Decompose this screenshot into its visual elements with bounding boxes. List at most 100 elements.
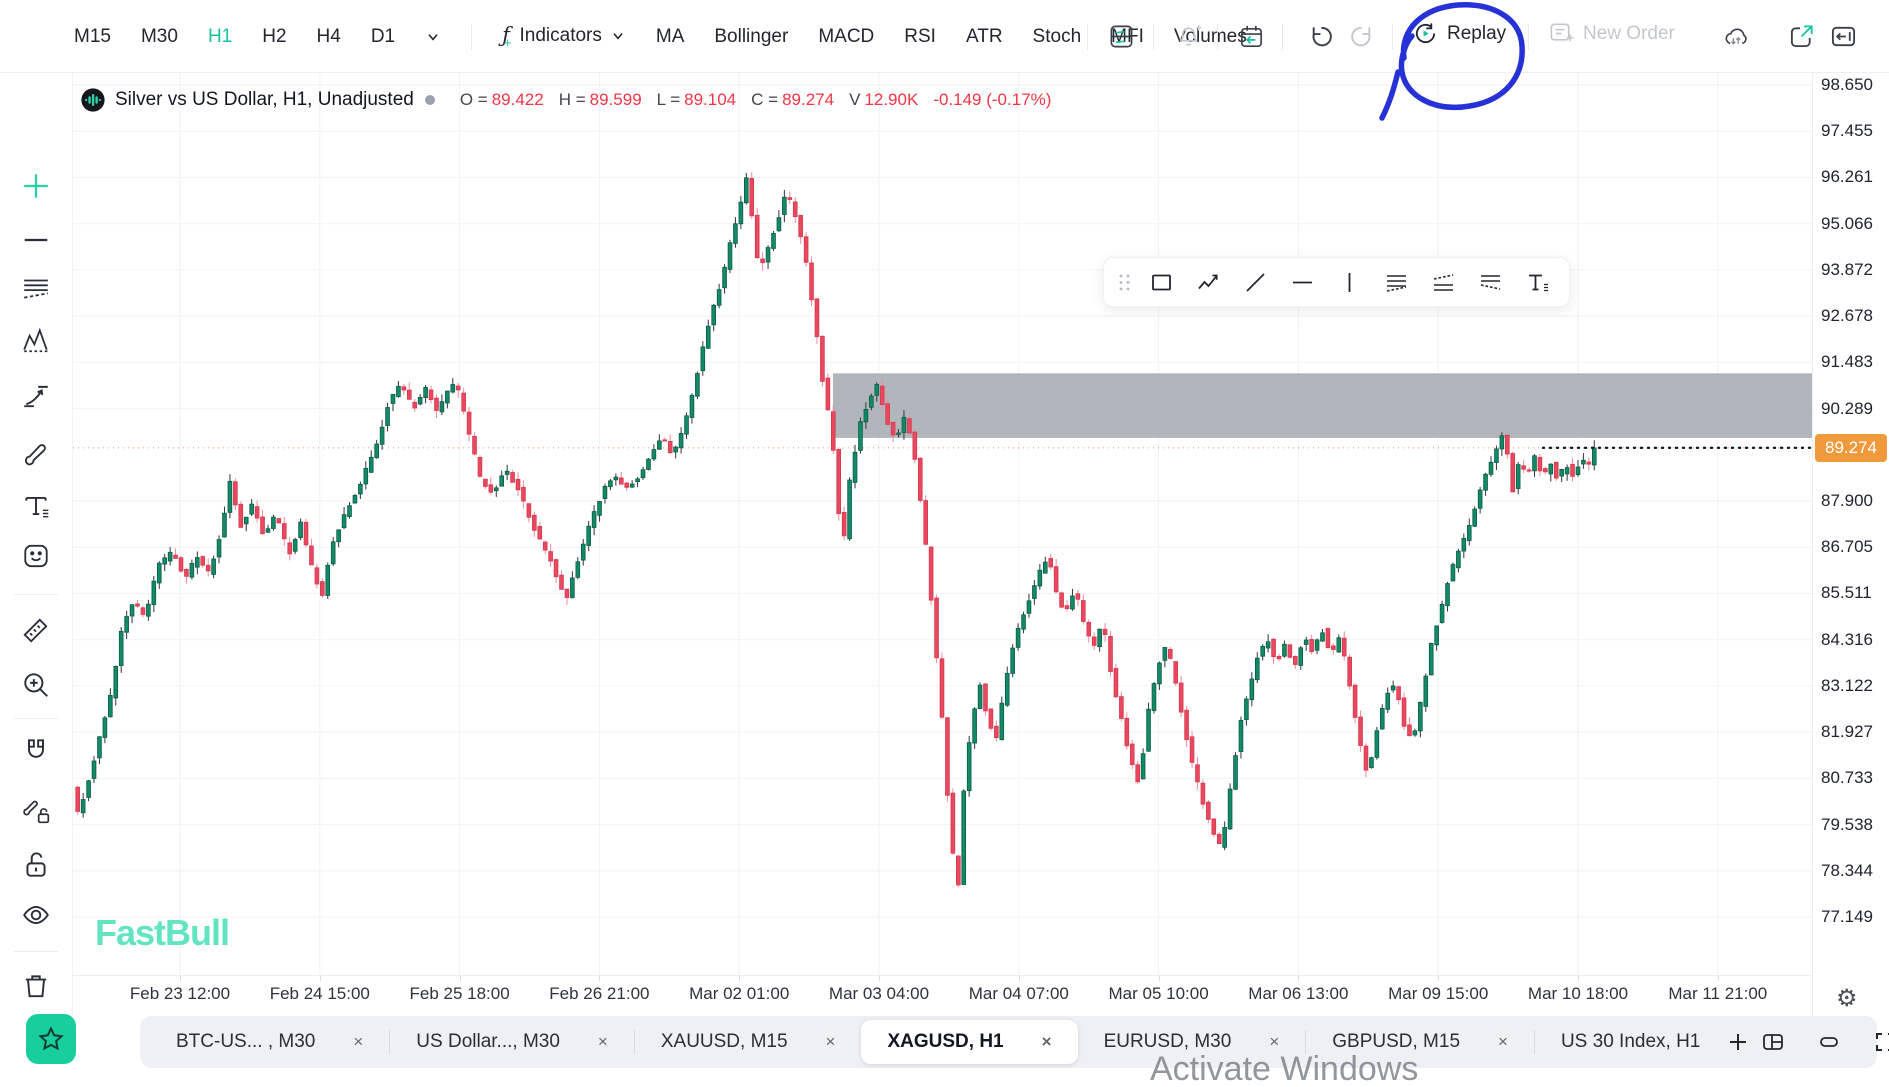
indicators-button[interactable]: ƒ+ Indicators	[502, 23, 626, 50]
time-axis[interactable]: Feb 23 12:00 Feb 24 15:00 Feb 25 18:00 Feb …	[73, 975, 1812, 1015]
layout-template-icon[interactable]	[1108, 23, 1135, 50]
pattern-icon[interactable]	[16, 320, 56, 360]
divider	[14, 594, 58, 595]
time-tick-label: Feb 26 21:00	[549, 984, 650, 1003]
minimize-window-icon[interactable]	[1806, 1019, 1852, 1065]
add-chart-icon[interactable]	[1726, 1019, 1750, 1065]
price-tick-label: 97.455	[1821, 121, 1873, 141]
chart-area[interactable]	[73, 73, 1812, 975]
divider	[1153, 24, 1154, 50]
alert-bell-plus-icon[interactable]	[1176, 23, 1203, 50]
timeframe-d1[interactable]: D1	[370, 25, 396, 47]
favorites-star-button[interactable]	[26, 1014, 76, 1064]
close-tab-icon[interactable]: ×	[1269, 1032, 1280, 1051]
star-icon	[38, 1026, 64, 1051]
chart-tab-btc-us-[interactable]: BTC-US... , M30 ×	[150, 1020, 389, 1064]
trend-line-icon[interactable]	[16, 220, 56, 260]
hide-drawings-icon[interactable]	[16, 895, 56, 935]
close-tab-icon[interactable]: ×	[1041, 1032, 1052, 1051]
timeframe-h2[interactable]: H2	[262, 25, 287, 47]
text-note-tool-icon[interactable]	[1514, 257, 1561, 307]
brush-icon[interactable]	[16, 433, 56, 473]
chart-settings-gear-icon[interactable]: ⚙	[1836, 985, 1858, 1012]
time-tick-label: Mar 02 01:00	[689, 984, 790, 1003]
vertical-line-tool-icon[interactable]	[1326, 257, 1373, 307]
time-tick-label: Mar 05 10:00	[1108, 984, 1209, 1003]
economic-calendar-icon[interactable]	[1238, 23, 1265, 50]
time-tick-mark	[319, 976, 321, 981]
trend-channel-tool-icon[interactable]	[1420, 257, 1467, 307]
zoom-in-icon[interactable]	[16, 665, 56, 705]
chart-tab-xagusd[interactable]: XAGUSD, H1 ×	[861, 1020, 1078, 1064]
crosshair-icon[interactable]	[16, 166, 56, 206]
layout-grid-icon[interactable]	[1750, 1019, 1796, 1065]
chart-tab-xauusd[interactable]: XAUUSD, M15 ×	[635, 1020, 862, 1064]
symbol-title[interactable]: Silver vs US Dollar, H1, Unadjusted	[115, 89, 414, 110]
price-tick-label: 77.149	[1821, 907, 1873, 927]
close-tab-icon[interactable]: ×	[1498, 1032, 1508, 1051]
ohlc-label: O =	[459, 90, 488, 109]
timeframe-more-chevron-icon[interactable]	[425, 29, 441, 45]
replay-icon	[1415, 23, 1436, 44]
timeframe-m15[interactable]: M15	[74, 25, 111, 47]
rectangle-tool-icon[interactable]	[1138, 257, 1185, 307]
polyline-tool-icon[interactable]	[1185, 257, 1232, 307]
undo-icon[interactable]	[1306, 23, 1333, 50]
unlock-icon[interactable]	[16, 845, 56, 885]
disjoint-channel-tool-icon[interactable]	[1467, 257, 1514, 307]
divider	[1217, 24, 1218, 50]
chart-tab-us-dollar-[interactable]: US Dollar..., M30 ×	[390, 1020, 634, 1064]
chart-tab-eurusd[interactable]: EURUSD, M30 ×	[1078, 1020, 1306, 1064]
tab-label: US 30 Index, H1	[1560, 1031, 1701, 1052]
divider	[471, 23, 473, 50]
indicator-shortcut-bollinger[interactable]: Bollinger	[714, 25, 789, 47]
text-tool-icon[interactable]	[16, 486, 56, 526]
divider	[1087, 24, 1088, 50]
candlestick-chart[interactable]	[73, 73, 1812, 975]
ohlc-value: 89.104	[684, 90, 737, 109]
fullscreen-icon[interactable]	[1862, 1019, 1889, 1065]
external-link-icon[interactable]	[1788, 23, 1815, 50]
lock-drawings-icon[interactable]	[16, 790, 56, 830]
ohlc-value: 89.422	[491, 90, 544, 109]
close-tab-icon[interactable]: ×	[825, 1032, 836, 1051]
emoji-icon[interactable]	[16, 536, 56, 576]
time-tick-mark	[1717, 976, 1719, 981]
chart-tab-us-30-index[interactable]: US 30 Index, H1	[1535, 1020, 1726, 1064]
new-order-label: New Order	[1583, 22, 1675, 44]
magnet-icon[interactable]	[16, 731, 56, 771]
diagonal-line-tool-icon[interactable]	[1232, 257, 1279, 307]
timeframe-h4[interactable]: H4	[316, 25, 341, 47]
redo-icon[interactable]	[1350, 23, 1377, 50]
price-tick-label: 92.678	[1821, 306, 1873, 326]
indicator-shortcut-macd[interactable]: MACD	[818, 25, 875, 47]
indicator-shortcut-stoch[interactable]: Stoch	[1032, 25, 1082, 47]
close-tab-icon[interactable]: ×	[597, 1032, 608, 1051]
chart-tab-gbpusd[interactable]: GBPUSD, M15 ×	[1306, 1020, 1534, 1064]
ohlc-value: 89.274	[782, 90, 835, 109]
indicator-shortcut-rsi[interactable]: RSI	[904, 25, 936, 47]
price-axis[interactable]: 89.274 98.650 97.455 96.261 95.066 93.872 92.…	[1812, 73, 1889, 1016]
price-tick-label: 93.872	[1821, 259, 1873, 279]
horizontal-line-tool-icon[interactable]	[1279, 257, 1326, 307]
remove-drawings-icon[interactable]	[16, 966, 56, 1006]
indicator-shortcut-ma[interactable]: MA	[655, 25, 685, 47]
close-tab-icon[interactable]: ×	[353, 1032, 364, 1051]
timeframe-h1[interactable]: H1	[207, 25, 233, 47]
replay-button[interactable]: Replay	[1412, 20, 1506, 47]
collapse-panel-icon[interactable]	[1830, 23, 1857, 50]
fib-lines-icon[interactable]	[16, 268, 56, 308]
projection-icon[interactable]	[16, 376, 56, 416]
ruler-icon[interactable]	[16, 610, 56, 650]
drag-handle[interactable]	[1112, 257, 1138, 307]
fib-channel-tool-icon[interactable]	[1373, 257, 1420, 307]
new-order-button[interactable]: New Order	[1548, 20, 1675, 47]
drawing-tools-sidebar	[0, 73, 73, 1016]
divider	[14, 951, 58, 952]
price-tick-label: 80.733	[1821, 768, 1873, 788]
cloud-sync-icon[interactable]	[1722, 23, 1749, 50]
timeframe-m30[interactable]: M30	[140, 25, 178, 47]
time-tick-mark	[1578, 976, 1579, 981]
price-tick-label: 84.316	[1821, 629, 1873, 649]
indicator-shortcut-atr[interactable]: ATR	[965, 25, 1003, 47]
